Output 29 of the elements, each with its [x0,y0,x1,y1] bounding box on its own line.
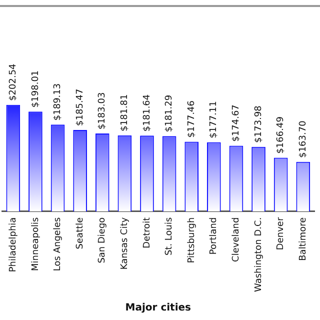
x-axis-title: Major cities [125,302,192,314]
x-tick-label: Kansas City [120,216,130,270]
data-label: $189.13 [53,83,64,121]
data-label: $177.46 [186,100,197,138]
data-label: $202.54 [8,63,18,101]
data-label: $185.47 [75,88,86,126]
x-tick-label: Cleveland [232,217,242,262]
data-label: $183.03 [98,92,108,130]
x-tick-label: Washington D.C. [254,217,264,292]
data-label: $163.70 [298,120,308,158]
data-label: $198.01 [30,70,41,108]
x-tick-label: Los Angeles [53,217,64,272]
x-tick-label: Philadelphia [8,217,18,272]
x-tick-label: Baltimore [298,216,308,261]
data-label: $174.67 [232,104,242,142]
data-label: $177.11 [209,101,220,138]
x-tick-label: Denver [276,217,286,250]
data-label: $181.81 [120,94,130,132]
data-label: $166.49 [276,116,286,154]
data-label: $181.64 [142,94,152,132]
x-tick-label: St. Louis [164,217,175,256]
x-tick-label: Detroit [142,216,152,248]
x-tick-label: San Diego [98,216,108,264]
data-label: $173.98 [254,105,264,143]
x-tick-label: Portland [209,217,220,255]
x-tick-label: Minneapolis [30,217,41,271]
x-tick-label: Seattle [75,216,86,250]
x-tick-label: Pittsburgh [186,217,197,264]
data-label: $181.29 [164,94,175,132]
